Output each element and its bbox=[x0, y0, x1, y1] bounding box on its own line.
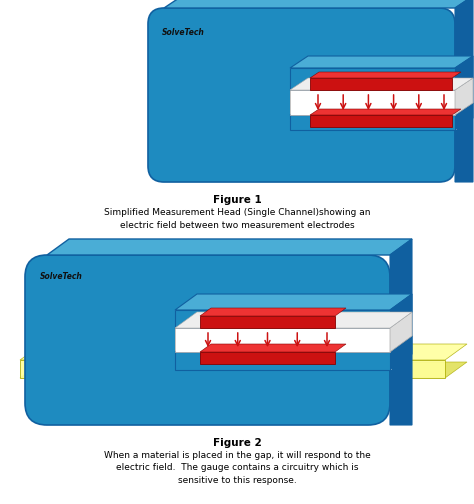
FancyBboxPatch shape bbox=[25, 255, 390, 425]
Polygon shape bbox=[455, 56, 473, 90]
Bar bbox=[200, 316, 335, 328]
Polygon shape bbox=[20, 344, 467, 360]
Polygon shape bbox=[290, 78, 473, 90]
Polygon shape bbox=[390, 239, 412, 425]
Polygon shape bbox=[390, 294, 412, 328]
Bar bbox=[290, 68, 455, 90]
Polygon shape bbox=[164, 0, 473, 8]
Polygon shape bbox=[455, 78, 473, 115]
Polygon shape bbox=[390, 312, 412, 352]
Bar bbox=[175, 310, 390, 328]
Bar bbox=[175, 328, 390, 352]
Text: SolveTech: SolveTech bbox=[40, 272, 83, 281]
FancyBboxPatch shape bbox=[148, 8, 455, 182]
Polygon shape bbox=[290, 103, 473, 115]
Bar bbox=[310, 115, 452, 127]
Text: Figure 2: Figure 2 bbox=[213, 438, 261, 448]
Polygon shape bbox=[390, 336, 412, 370]
Bar bbox=[20, 360, 445, 378]
Text: SolveTech: SolveTech bbox=[162, 28, 205, 37]
Bar bbox=[175, 310, 392, 370]
Text: Simplified Measurement Head (Single Channel)showing an
electric field between tw: Simplified Measurement Head (Single Chan… bbox=[104, 208, 370, 229]
Polygon shape bbox=[310, 72, 461, 78]
Text: When a material is placed in the gap, it will respond to the
electric field.  Th: When a material is placed in the gap, it… bbox=[104, 451, 370, 485]
Polygon shape bbox=[20, 362, 467, 378]
Polygon shape bbox=[455, 103, 473, 130]
Bar bbox=[175, 352, 390, 370]
Polygon shape bbox=[290, 78, 473, 90]
Bar bbox=[290, 115, 455, 130]
Bar bbox=[290, 90, 455, 115]
Bar bbox=[290, 68, 457, 130]
Polygon shape bbox=[47, 239, 412, 255]
Bar bbox=[200, 352, 335, 364]
Polygon shape bbox=[200, 344, 346, 352]
Polygon shape bbox=[175, 312, 412, 328]
Polygon shape bbox=[175, 336, 412, 352]
Polygon shape bbox=[200, 308, 346, 316]
Polygon shape bbox=[290, 56, 473, 68]
Text: Figure 1: Figure 1 bbox=[213, 195, 261, 205]
Polygon shape bbox=[175, 312, 412, 328]
Polygon shape bbox=[455, 0, 473, 182]
Polygon shape bbox=[175, 294, 412, 310]
Bar bbox=[310, 78, 452, 90]
Polygon shape bbox=[310, 109, 461, 115]
